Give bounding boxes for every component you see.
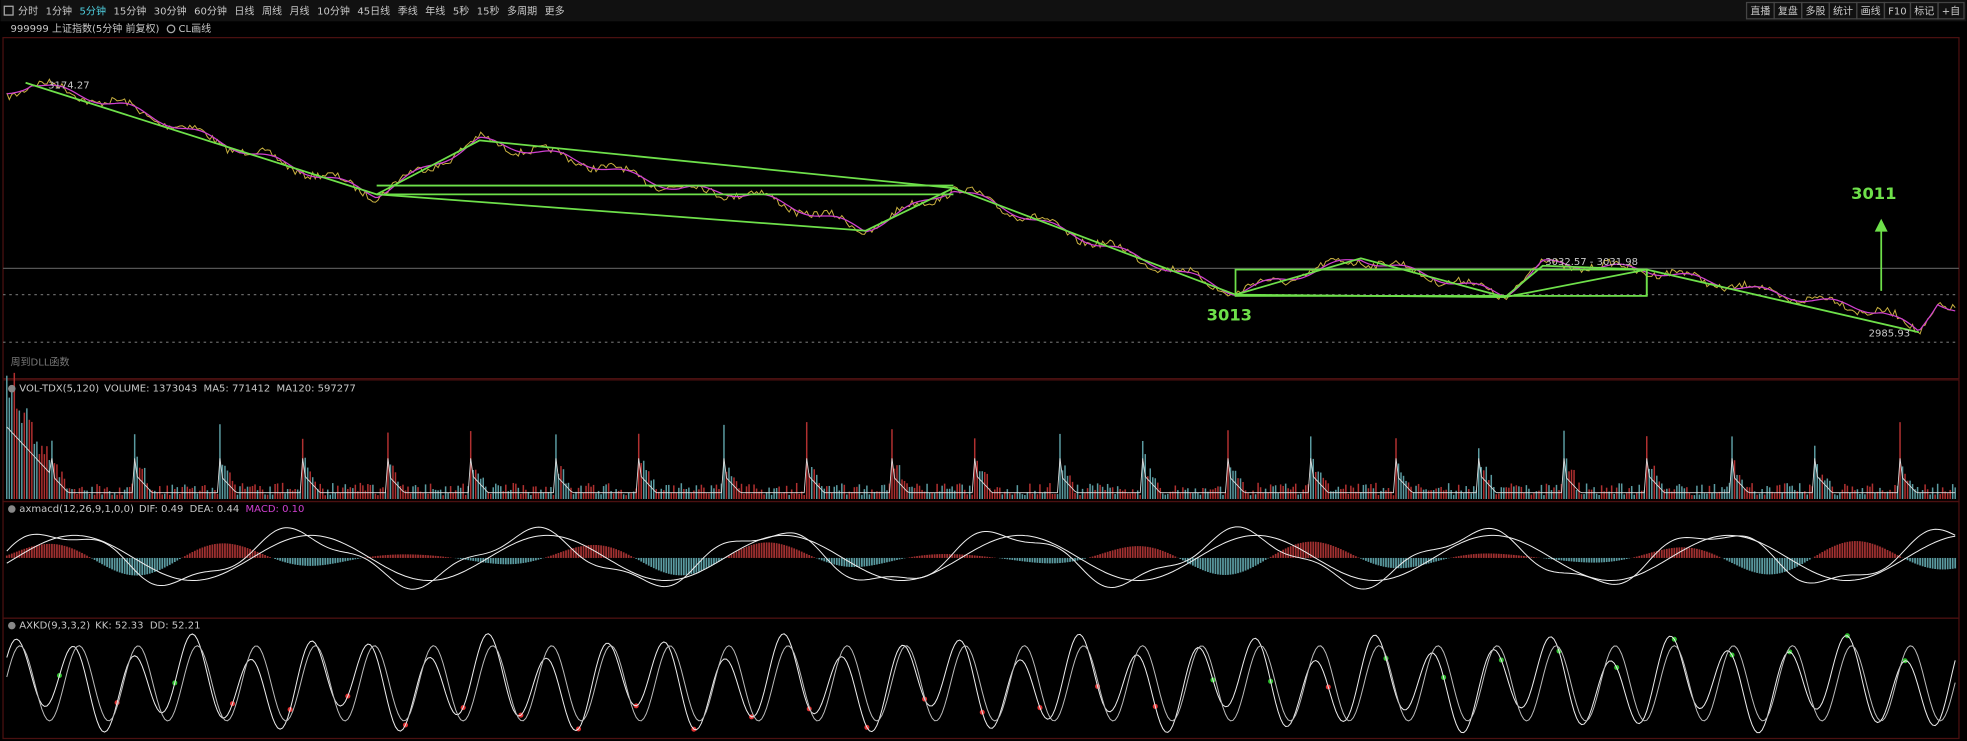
main-panel-border (2, 36, 1960, 380)
toolbar-item[interactable]: 5秒 (453, 4, 469, 17)
annotation: 3011 (1851, 184, 1896, 203)
volume-ma (6, 426, 1956, 494)
price-line (6, 78, 1956, 335)
panel-name: AXKD(9,3,3,2) (19, 621, 90, 632)
toolbar-button[interactable]: +自 (1942, 4, 1960, 17)
toolbar-item[interactable]: 周线 (262, 4, 282, 17)
toolbar-button[interactable]: 统计 (1833, 4, 1853, 17)
toolbar-left: 分时 1分钟 5分钟 15分钟 30分钟 60分钟 日线 周线 月线 10分钟 45日线 季线 年线 5秒… (3, 4, 565, 17)
price-lines (6, 78, 1956, 335)
toolbar-button[interactable]: 复盘 (1778, 4, 1798, 17)
panel-field: MACD: 0.10 (246, 504, 305, 515)
annotation: 3032.57 - 3031.98 (1545, 257, 1638, 268)
panel-field: MA5: 771412 (204, 384, 271, 395)
dd-line (6, 645, 1956, 722)
toolbar-item[interactable]: 15分钟 (113, 4, 146, 17)
toolbar-button[interactable]: 多股 (1805, 4, 1825, 17)
annotation: 3174.27 (48, 80, 89, 91)
dif-line (6, 526, 1956, 590)
toolbar-item[interactable]: 60分钟 (194, 4, 227, 17)
panel-field: DIF: 0.49 (139, 504, 184, 515)
annotation: 3013 (1207, 305, 1252, 324)
toolbar-item[interactable]: 年线 (425, 4, 445, 17)
footer-label: 周到DLL函数 (11, 355, 70, 368)
toolbar-icon (3, 5, 14, 16)
trend-line (25, 81, 1920, 334)
toolbar-button[interactable]: F10 (1888, 6, 1907, 17)
toolbar-item[interactable]: 5分钟 (80, 4, 106, 17)
annotation: 2985.93 (1869, 329, 1910, 340)
volume-bars (6, 372, 1956, 500)
toolbar-item[interactable]: 45日线 (357, 4, 390, 17)
dea-line (6, 534, 1956, 582)
panel-icon (8, 505, 16, 513)
kd-panel-border (2, 617, 1960, 740)
kk-line (6, 633, 1956, 734)
panel-icon (8, 621, 16, 630)
toolbar-item[interactable]: 日线 (234, 4, 254, 17)
trend-line (1235, 257, 1647, 299)
arrow-head (1874, 218, 1888, 232)
tool-label[interactable]: CL画线 (179, 22, 212, 35)
panel-icon (8, 384, 16, 393)
trend-line (376, 139, 954, 196)
toolbar-item[interactable]: 季线 (398, 4, 418, 17)
toolbar-button[interactable]: 标记 (1914, 5, 1934, 17)
panel-field: MA120: 597277 (277, 384, 356, 395)
toolbar-button[interactable]: 画线 (1861, 4, 1881, 17)
toolbar (0, 0, 1967, 22)
macd (5, 526, 1957, 590)
trend-lines (25, 81, 1920, 334)
panel-field: DEA: 0.44 (190, 504, 240, 515)
toolbar-button-frame (1745, 1, 1775, 20)
panel-field: VOLUME: 1373043 (104, 384, 197, 395)
toolbar-button[interactable]: 直播 (1750, 4, 1770, 17)
tool-icon (166, 24, 176, 34)
toolbar-item[interactable]: 15秒 (477, 4, 500, 17)
panel-field: DD: 52.21 (150, 621, 201, 632)
chart-title: 999999 上证指数(5分钟 前复权) (11, 22, 160, 35)
ma-line (6, 84, 1956, 331)
toolbar-item[interactable]: 月线 (290, 4, 310, 17)
toolbar-item[interactable]: 更多 (545, 4, 565, 17)
toolbar-item[interactable]: 30分钟 (154, 4, 187, 17)
toolbar-item[interactable]: 10分钟 (317, 4, 350, 17)
panel-labels: VOL-TDX(5,120) VOLUME: 1373043 MA5: 771412… (8, 384, 356, 632)
toolbar-item[interactable]: 1分钟 (46, 4, 72, 17)
kd (6, 633, 1956, 734)
toolbar-item[interactable]: 多周期 (507, 4, 537, 17)
panel-name: VOL-TDX(5,120) (19, 384, 99, 395)
panel-field: KK: 52.33 (95, 621, 143, 632)
panel-name: axmacd(12,26,9,1,0,0) (19, 504, 134, 515)
toolbar-item[interactable]: 分时 (18, 5, 38, 17)
